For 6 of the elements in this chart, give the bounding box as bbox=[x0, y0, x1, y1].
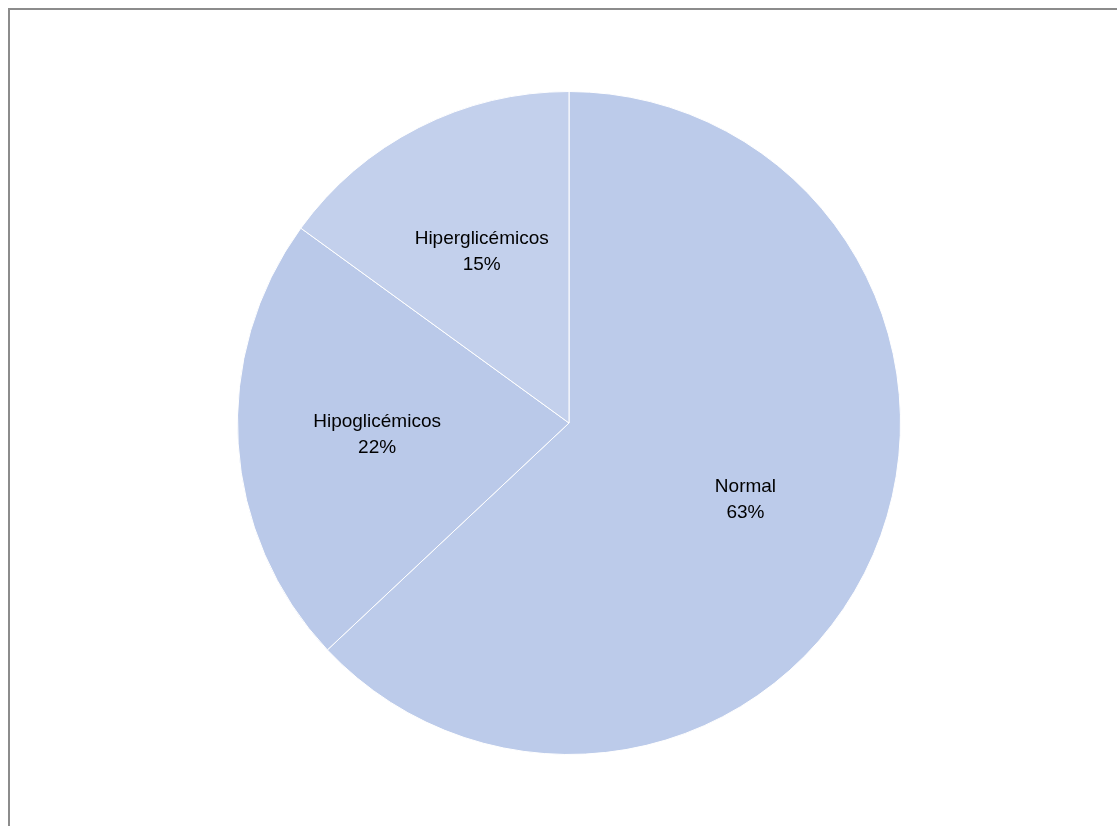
slice-label: Normal bbox=[714, 474, 777, 496]
data-label: 15% bbox=[462, 252, 501, 274]
slice-label: Hiperglicémicos bbox=[414, 226, 549, 248]
data-label: 63% bbox=[726, 500, 765, 522]
slice-label: Hipoglicémicos bbox=[313, 410, 441, 432]
data-label: 22% bbox=[358, 436, 397, 458]
